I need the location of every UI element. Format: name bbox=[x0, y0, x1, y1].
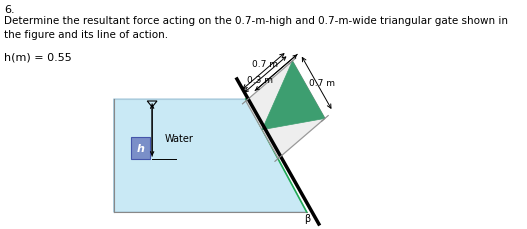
Text: the figure and its line of action.: the figure and its line of action. bbox=[4, 30, 168, 40]
Polygon shape bbox=[262, 62, 325, 130]
Bar bbox=[131, 137, 150, 159]
Polygon shape bbox=[114, 100, 307, 212]
Text: 0.7 m: 0.7 m bbox=[252, 59, 278, 68]
Text: Determine the resultant force acting on the 0.7-m-high and 0.7-m-wide triangular: Determine the resultant force acting on … bbox=[4, 16, 508, 26]
Text: 0.7 m: 0.7 m bbox=[308, 79, 335, 88]
Polygon shape bbox=[246, 62, 325, 159]
Text: β: β bbox=[304, 213, 310, 223]
Text: 0.3 m: 0.3 m bbox=[247, 75, 273, 84]
Text: Water: Water bbox=[164, 134, 193, 143]
Text: 6.: 6. bbox=[4, 5, 15, 15]
Text: h: h bbox=[137, 143, 145, 153]
Text: h(m) = 0.55: h(m) = 0.55 bbox=[4, 52, 72, 62]
